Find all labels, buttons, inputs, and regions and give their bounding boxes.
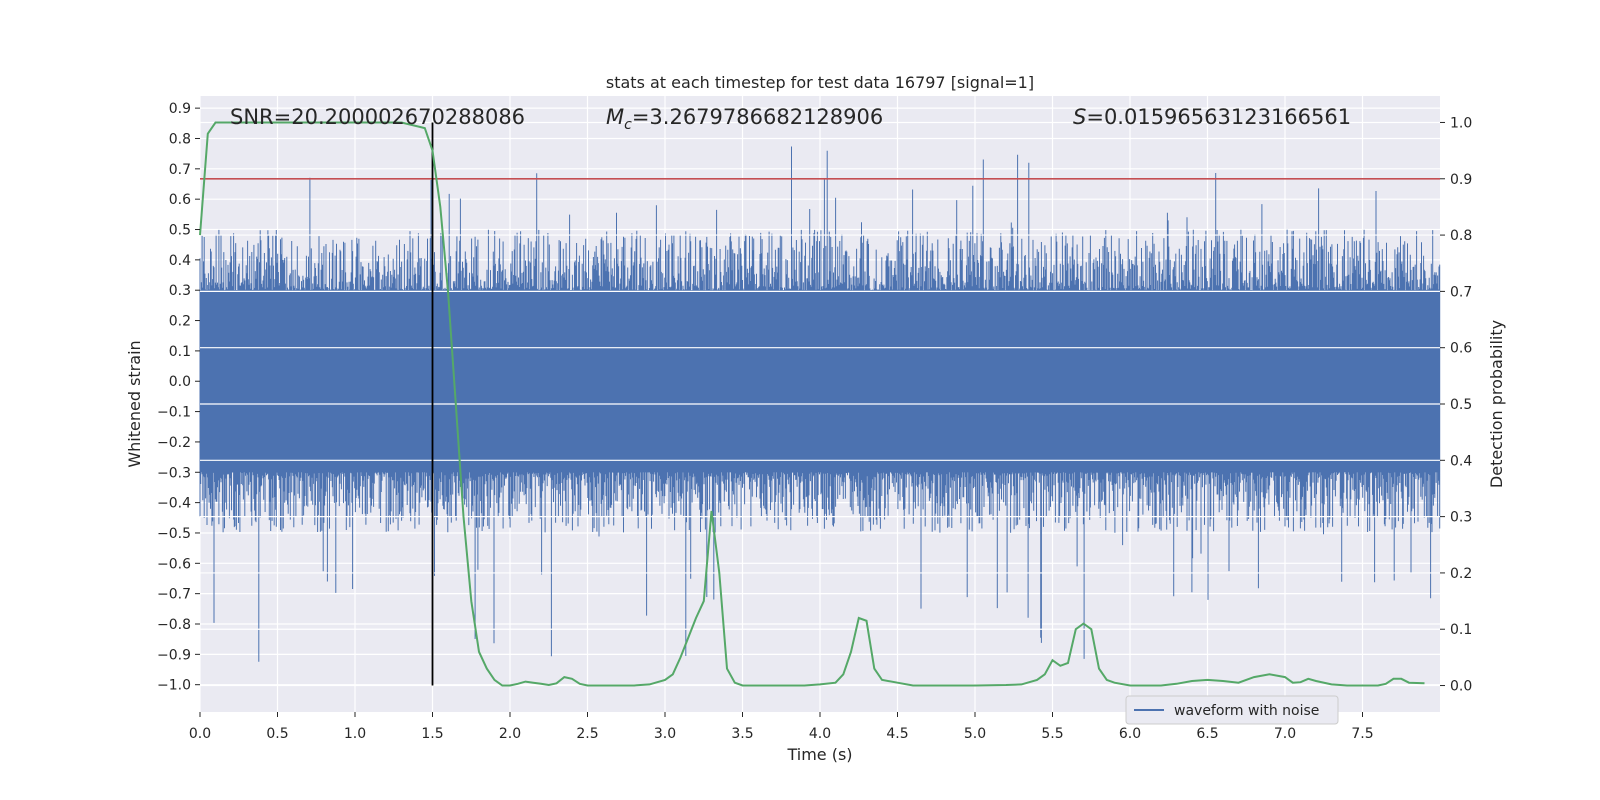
detection-probability-line	[199, 121, 1425, 687]
x-tick-label: 4.0	[809, 726, 831, 742]
x-tick-label: 5.5	[1041, 726, 1063, 742]
waveform-trace	[199, 146, 1441, 662]
x-tick-label: 7.5	[1351, 726, 1373, 742]
x-axis-label: Time (s)	[786, 745, 852, 764]
legend: waveform with noise	[1125, 695, 1339, 725]
y-tick-label: −0.4	[157, 496, 191, 512]
right-y-tick-label: 0.1	[1450, 622, 1472, 638]
y-tick-label: 0.9	[169, 101, 191, 117]
x-tick-label: 4.5	[886, 726, 908, 742]
waveform-series	[199, 146, 1441, 662]
y-tick-label: 0.5	[169, 223, 191, 239]
y-tick-label: −1.0	[157, 678, 191, 694]
right-y-tick-label: 0.6	[1450, 341, 1472, 357]
right-y-tick-label: 0.5	[1450, 397, 1472, 413]
x-tick-label: 0.0	[189, 726, 211, 742]
x-tick-label: 7.0	[1274, 726, 1296, 742]
x-tick-label: 2.0	[499, 726, 521, 742]
y-tick-label: 0.1	[169, 344, 191, 360]
legend-entry: waveform with noise	[1174, 703, 1319, 719]
x-tick-label: 1.0	[344, 726, 366, 742]
y-axis-label: Whitened strain	[125, 340, 144, 467]
y-tick-label: −0.5	[157, 526, 191, 542]
y-tick-label: −0.6	[157, 556, 191, 572]
x-tick-label: 6.5	[1196, 726, 1218, 742]
y-tick-label: 0.6	[169, 192, 191, 208]
x-tick-label: 5.0	[964, 726, 986, 742]
x-axis-ticks: 0.0 0.5 1.0 1.5 2.0 2.5 3.0 3.5 4.0 4.5 5.0 5.5 6.0 6…	[189, 712, 1374, 742]
x-tick-label: 6.0	[1119, 726, 1141, 742]
x-tick-label: 0.5	[266, 726, 288, 742]
right-y-tick-label: 0.2	[1450, 566, 1472, 582]
y-tick-label: −0.3	[157, 465, 191, 481]
spin-annotation: S=0.01596563123166561	[1073, 105, 1351, 129]
y-tick-label: −0.8	[157, 617, 191, 633]
y-tick-label: 0.7	[169, 162, 191, 178]
right-y-axis-label: Detection probability	[1487, 320, 1506, 488]
chirp-mass-annotation: Mc=3.2679786682128906	[606, 105, 883, 133]
y-tick-label: 0.2	[169, 314, 191, 330]
y-tick-label: −0.7	[157, 587, 191, 603]
x-tick-label: 3.5	[731, 726, 753, 742]
right-y-tick-label: 0.8	[1450, 228, 1472, 244]
x-tick-label: 1.5	[421, 726, 443, 742]
y-tick-label: −0.1	[157, 405, 191, 421]
x-tick-label: 3.0	[654, 726, 676, 742]
y-axis-ticks: −1.0 −0.9 −0.8 −0.7 −0.6 −0.5 −0.4 −0.3 −0.2 −0.1…	[157, 101, 200, 694]
snr-annotation: SNR=20.200002670288086	[230, 105, 525, 129]
right-y-tick-label: 0.0	[1450, 679, 1472, 695]
right-y-tick-label: 0.7	[1450, 284, 1472, 300]
legend-box	[1125, 695, 1339, 725]
y-tick-label: −0.9	[157, 647, 191, 663]
y-tick-label: 0.8	[169, 131, 191, 147]
y-tick-label: −0.2	[157, 435, 191, 451]
chart-title: stats at each timestep for test data 167…	[606, 73, 1034, 92]
x-tick-label: 2.5	[576, 726, 598, 742]
y-tick-label: 0.0	[169, 374, 191, 390]
right-y-tick-label: 0.3	[1450, 510, 1472, 526]
right-y-axis-ticks: 0.0 0.1 0.2 0.3 0.4 0.5 0.6 0.7 0.8 0.9 1.0	[1440, 115, 1472, 695]
y-tick-label: 0.3	[169, 283, 191, 299]
right-y-tick-label: 0.9	[1450, 172, 1472, 188]
y-tick-label: 0.4	[169, 253, 191, 269]
right-y-tick-label: 1.0	[1450, 115, 1472, 131]
right-y-tick-label: 0.4	[1450, 453, 1472, 469]
